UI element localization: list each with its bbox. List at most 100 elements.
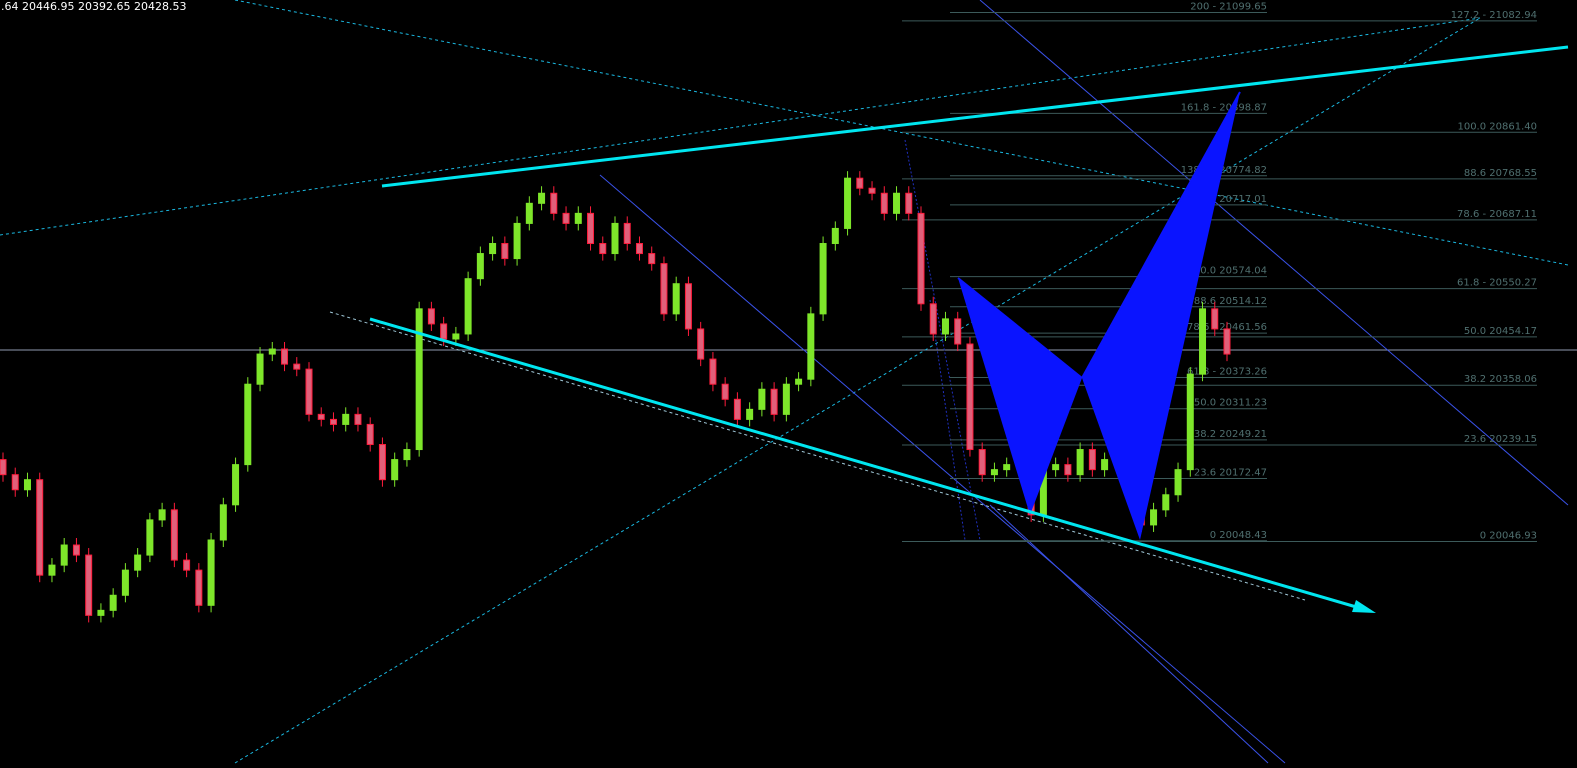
candle-body xyxy=(134,554,142,571)
candle xyxy=(501,236,509,266)
candle-body xyxy=(1101,459,1109,471)
candle xyxy=(550,186,558,221)
candle-body xyxy=(121,569,129,596)
candle-body xyxy=(366,423,374,446)
candle xyxy=(795,372,803,392)
candle-body xyxy=(709,358,717,385)
candle xyxy=(134,548,142,578)
candle-body xyxy=(599,243,607,255)
candle-body xyxy=(746,408,754,420)
fib-level-label: 127.2 - 20717.01 xyxy=(1181,194,1267,205)
fib-level-label: 61.8 - 20373.26 xyxy=(1187,367,1267,378)
candle xyxy=(256,347,264,392)
dashed-diagonal-down[interactable] xyxy=(234,0,1569,266)
candle xyxy=(121,563,129,603)
candle xyxy=(329,412,337,432)
candle-body xyxy=(562,212,570,224)
candle-body xyxy=(819,243,827,315)
candle xyxy=(831,221,839,251)
candle xyxy=(1101,452,1109,477)
fib-level-label: 50.0 20311.23 xyxy=(1194,398,1267,409)
candle-body xyxy=(256,353,264,385)
candle-body xyxy=(342,413,350,425)
candle xyxy=(1174,462,1182,502)
candle xyxy=(1064,457,1072,482)
candle-body xyxy=(1186,373,1194,471)
harmonic-pattern[interactable] xyxy=(957,91,1241,540)
candle-body xyxy=(978,449,986,476)
candle xyxy=(905,186,913,221)
candle xyxy=(770,382,778,422)
candle xyxy=(268,342,276,362)
candle-body xyxy=(403,449,411,461)
candle xyxy=(378,437,386,487)
candle-body xyxy=(158,509,166,521)
pattern-triangle-xab[interactable] xyxy=(958,278,1082,515)
fib-level-label: 127.2 - 21082.94 xyxy=(1451,10,1537,21)
navy-dotted-line-2[interactable] xyxy=(929,299,966,541)
cyan-upper-trendline[interactable] xyxy=(381,45,1569,188)
candle-body xyxy=(11,474,19,491)
candle xyxy=(538,186,546,211)
candle-body xyxy=(721,383,729,400)
candle-body xyxy=(232,464,240,506)
candle-body xyxy=(538,192,546,204)
candle xyxy=(880,186,888,221)
blue-thin-line-2[interactable] xyxy=(979,0,1569,506)
candle-body xyxy=(782,383,790,415)
candle xyxy=(195,563,203,613)
cyan-lower-trendline[interactable] xyxy=(369,317,1371,613)
candle xyxy=(1223,321,1231,362)
candle-body xyxy=(146,519,154,556)
candle xyxy=(170,502,178,568)
candle xyxy=(684,276,692,336)
candle-body xyxy=(72,544,80,556)
dashed-channel-lower[interactable] xyxy=(329,311,1306,601)
trendlines xyxy=(369,45,1569,613)
blue-thin-line-1[interactable] xyxy=(599,174,1286,764)
candle xyxy=(317,407,325,427)
candle-body xyxy=(1003,464,1011,471)
candle-body xyxy=(85,554,93,616)
fib-level-label: 88.6 20514.12 xyxy=(1194,296,1267,307)
candle-body xyxy=(513,222,521,260)
arrow-head-icon xyxy=(1352,600,1376,613)
candle xyxy=(893,186,901,221)
candle xyxy=(868,181,876,201)
candle-body xyxy=(966,343,974,451)
candle-body xyxy=(1174,469,1182,496)
pattern-triangle-bcd[interactable] xyxy=(1082,92,1240,540)
fib-level-label: 38.2 20249.21 xyxy=(1194,429,1267,440)
candle xyxy=(281,342,289,372)
candle-body xyxy=(109,594,117,611)
candle-body xyxy=(844,177,852,229)
candle xyxy=(525,196,533,231)
candle xyxy=(513,216,521,266)
candle-body xyxy=(587,212,595,245)
dashed-diagonal-up[interactable] xyxy=(234,17,1481,764)
candle xyxy=(1211,301,1219,336)
candle-body xyxy=(893,192,901,214)
candle xyxy=(1199,301,1207,382)
fib-level-label: 0 20048.43 xyxy=(1210,530,1267,541)
candle xyxy=(366,417,374,452)
candle xyxy=(36,472,44,583)
candle xyxy=(648,246,656,271)
candle-body xyxy=(941,318,949,335)
candle-body xyxy=(305,368,313,415)
candle-body xyxy=(831,227,839,245)
blue-thin-line-3[interactable] xyxy=(989,504,1269,764)
candle xyxy=(11,467,19,497)
ohlc-readout: 2.64 20446.95 20392.65 20428.53 xyxy=(0,0,187,13)
candle-body xyxy=(207,539,215,606)
fib-level-label: 61.8 - 20550.27 xyxy=(1457,278,1537,289)
fib-level-label: 88.6 20768.55 xyxy=(1464,168,1537,179)
candle xyxy=(782,377,790,422)
candle-body xyxy=(1076,449,1084,476)
candle xyxy=(917,206,925,311)
fib-level-label: 50.0 20454.17 xyxy=(1464,326,1537,337)
candle-body xyxy=(329,418,337,425)
candle-body xyxy=(1150,509,1158,526)
candle-body xyxy=(672,283,680,315)
